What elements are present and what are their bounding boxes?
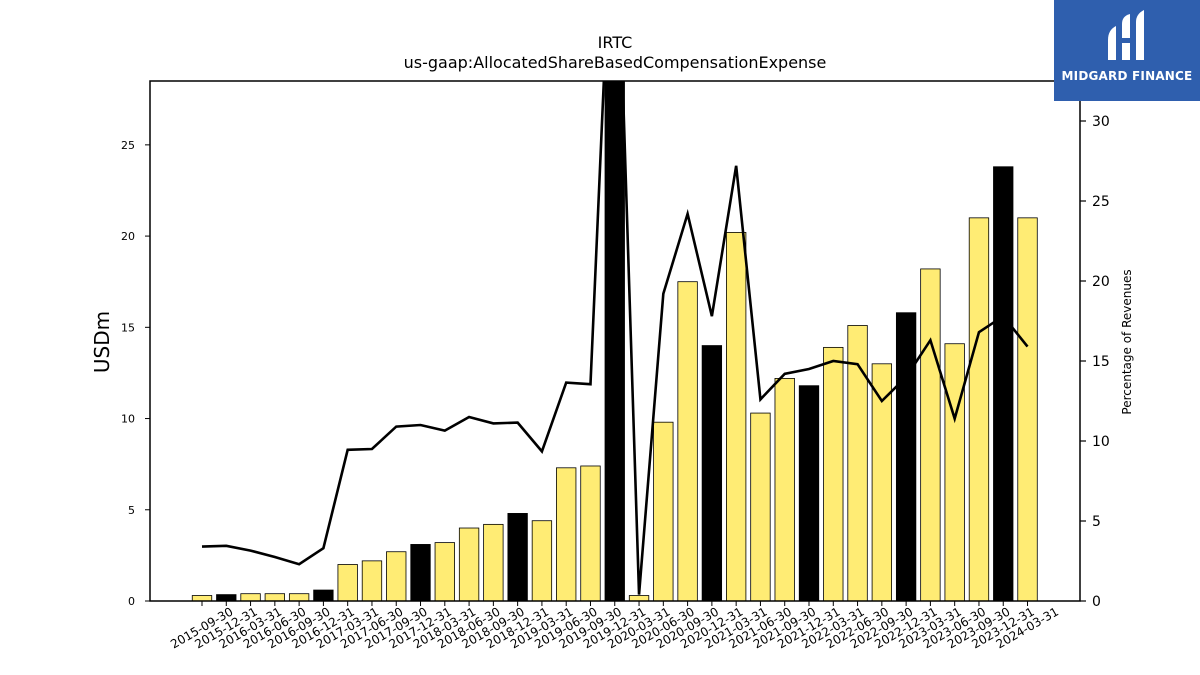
y2-tick-label: 0 [1092,594,1101,610]
bar-2019-09-30 [580,465,601,601]
bar-2017-09-30 [386,551,407,601]
percentage-line [201,81,1029,595]
y-tick-label: 25 [121,139,135,152]
bar-2019-03-31 [531,520,553,601]
y2-tick-label: 20 [1092,274,1110,290]
bar-2023-12-31 [993,166,1014,601]
y2-tick-label: 5 [1092,514,1101,530]
logo-text: MIDGARD FINANCE [1061,69,1193,83]
bar-2018-03-31 [434,542,455,601]
x-axis-ticks: 2015-09-302015-12-312016-03-312016-06-30… [168,601,1061,651]
y-tick-label: 0 [128,595,135,608]
bar-2021-03-31 [726,232,747,601]
y-tick-label: 15 [121,321,135,334]
bar-2016-09-30 [288,593,310,601]
bar-2019-06-30 [556,467,577,601]
bar-2020-12-31 [701,345,723,601]
bar-2024-03-31 [1017,217,1038,601]
y2-axis-label: Percentage of Revenues [1120,269,1134,414]
bar-2015-09-30 [191,595,213,601]
chart-title: IRTC [598,33,633,52]
bar-2021-12-31 [798,385,820,601]
bar-2016-12-31 [313,589,334,601]
y-axis-label: USDm [90,311,114,373]
bar-2019-12-31 [604,81,625,601]
y2-tick-label: 25 [1092,194,1110,210]
chart-subtitle: us-gaap:AllocatedShareBasedCompensationE… [404,53,827,72]
bar-2022-06-30 [847,325,868,601]
bar-2018-12-31 [507,513,528,601]
y2-tick-label: 15 [1092,354,1110,370]
bar-2016-06-30 [264,593,285,601]
bar-2023-03-31 [920,268,941,601]
y2-tick-label: 30 [1092,114,1110,130]
percentage-of-revenues-line [201,81,1029,595]
bar-2023-06-30 [944,343,965,601]
bars [191,81,1038,601]
bar-2020-03-31 [628,595,650,601]
logo: MIDGARD FINANCE [1054,0,1200,101]
y-tick-label: 10 [121,413,135,426]
bar-2018-09-30 [483,523,504,601]
y2-axis-ticks: 0 5 10 15 20 25 30 [1080,114,1110,610]
bar-2017-06-30 [361,560,383,601]
bar-2020-06-30 [653,421,674,601]
bar-2021-09-30 [774,378,795,601]
y2-tick-label: 10 [1092,434,1110,450]
midgard-logo-icon [1108,10,1144,60]
y-tick-label: 5 [128,504,135,517]
bar-2021-06-30 [750,412,771,601]
bar-2022-12-31 [895,312,917,601]
y-tick-label: 20 [121,230,135,243]
bar-2015-12-31 [216,594,237,601]
bar-2018-06-30 [458,527,480,601]
bar-2023-09-30 [968,217,990,601]
y-axis-ticks: 0 5 10 15 20 25 [121,139,150,608]
bar-2020-09-30 [677,281,698,601]
bar-2016-03-31 [240,593,261,601]
bar-2017-03-31 [337,564,358,601]
bar-2017-12-31 [410,544,431,601]
bar-2022-03-31 [823,346,844,601]
